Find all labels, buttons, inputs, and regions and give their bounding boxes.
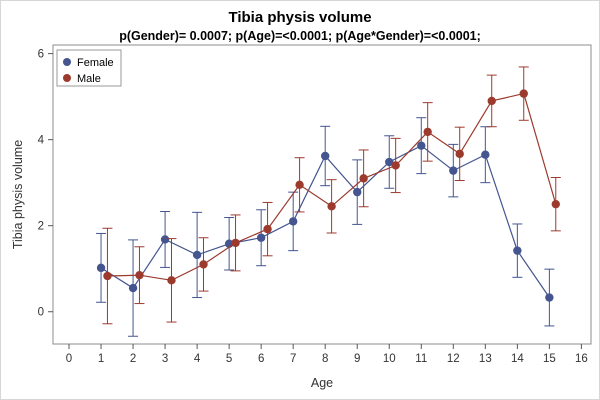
x-tick-label: 11: [415, 353, 427, 365]
x-tick-label: 8: [322, 353, 328, 365]
data-point: [359, 174, 368, 183]
data-point: [288, 217, 298, 226]
y-tick-label: 0: [38, 307, 44, 319]
data-point: [417, 141, 426, 150]
y-tick-label: 2: [38, 221, 44, 233]
data-point: [513, 246, 522, 255]
data-point: [487, 96, 496, 106]
data-point: [231, 238, 240, 248]
y-tick-label: 6: [38, 49, 44, 61]
data-point: [327, 202, 336, 211]
x-tick-label: 14: [511, 353, 524, 365]
chart-title: Tibia physis volume: [228, 9, 372, 26]
x-tick-label: 0: [66, 353, 72, 365]
x-tick-label: 3: [162, 353, 168, 365]
data-point: [295, 180, 304, 190]
data-point: [192, 250, 202, 260]
data-point: [96, 263, 106, 273]
data-point: [128, 283, 138, 293]
data-point: [263, 224, 272, 234]
series-layer: [96, 66, 561, 337]
data-point: [199, 260, 208, 269]
legend-label: Male: [77, 73, 101, 85]
data-point: [321, 151, 330, 161]
plot-area: [52, 44, 592, 345]
data-point: [167, 276, 176, 285]
legend-marker: [63, 74, 71, 82]
data-point: [385, 157, 394, 167]
x-tick-label: 10: [383, 353, 396, 365]
data-point: [455, 149, 464, 159]
data-point: [353, 187, 362, 197]
x-axis: 0 1 2 3 4 5 6 7 8 9 10 11 12 13 14 15 16: [66, 344, 588, 365]
x-tick-label: 4: [194, 353, 201, 365]
x-tick-label: 9: [354, 353, 360, 365]
data-point: [423, 127, 432, 137]
series-female: [96, 117, 555, 337]
x-tick-label: 6: [258, 353, 264, 365]
legend-label: Female: [77, 57, 114, 69]
data-point: [256, 233, 266, 242]
data-point: [519, 89, 528, 98]
x-tick-label: 1: [98, 353, 104, 365]
data-point: [135, 270, 144, 280]
data-point: [481, 150, 490, 159]
legend: Female Male: [56, 49, 122, 87]
x-tick-label: 12: [447, 353, 460, 365]
y-axis: 0 2 4 6: [38, 49, 53, 319]
data-point: [160, 235, 170, 244]
data-point: [545, 293, 554, 302]
x-tick-label: 16: [575, 353, 588, 365]
y-tick-label: 4: [38, 135, 45, 147]
x-tick-label: 15: [543, 353, 556, 365]
chart-subtitle: p(Gender)= 0.0007; p(Age)=<0.0001; p(Age…: [119, 29, 481, 43]
data-point: [449, 166, 458, 175]
legend-marker: [63, 58, 71, 66]
data-point: [551, 199, 560, 209]
data-point: [103, 271, 112, 281]
x-tick-label: 13: [479, 353, 492, 365]
x-tick-label: 7: [290, 353, 296, 365]
x-tick-label: 2: [130, 353, 136, 365]
x-tick-label: 5: [226, 353, 232, 365]
x-axis-label: Age: [311, 376, 333, 390]
data-point: [391, 161, 400, 170]
y-axis-label: Tibia physis volume: [11, 140, 25, 249]
series-male: [102, 66, 561, 325]
